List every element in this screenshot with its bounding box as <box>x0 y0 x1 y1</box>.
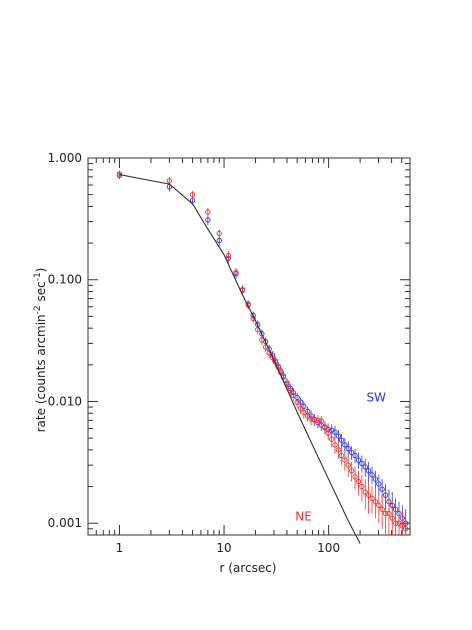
data-point <box>376 481 382 487</box>
data-point <box>269 354 276 361</box>
data-point <box>382 510 389 517</box>
axis-tick-labels: 1 10 100 1.000 0.100 0.010 0.001 <box>48 151 340 555</box>
data-point <box>362 489 368 495</box>
data-point <box>205 209 211 215</box>
model-line <box>119 174 361 544</box>
data-point <box>372 499 379 505</box>
data-point <box>352 474 358 480</box>
data-point <box>329 436 335 442</box>
data-series <box>116 170 409 544</box>
data-point <box>369 472 375 478</box>
data-point <box>345 462 351 468</box>
data-point <box>315 417 321 423</box>
series-annotation: NE <box>295 510 312 524</box>
y-axis-title-exp1: -2 <box>33 305 43 314</box>
series-annotation: SW <box>366 390 386 404</box>
data-point <box>403 526 409 532</box>
x-tick-label: 100 <box>317 541 340 555</box>
data-point <box>342 457 348 463</box>
y-axis-title-mid: sec <box>34 281 48 305</box>
data-point <box>294 399 300 406</box>
data-point <box>379 506 385 512</box>
data-point <box>389 515 395 521</box>
data-point <box>301 409 307 416</box>
data-point <box>396 520 402 526</box>
data-point <box>335 447 342 453</box>
data-point <box>332 429 338 435</box>
data-point <box>189 191 196 198</box>
y-tick-label: 0.010 <box>48 394 82 408</box>
data-point <box>359 460 365 467</box>
data-point <box>116 171 123 177</box>
data-point <box>359 483 365 490</box>
data-point <box>379 486 385 492</box>
data-point <box>225 252 232 259</box>
x-tick-label: 1 <box>116 541 124 555</box>
data-point <box>355 457 362 463</box>
data-point <box>338 452 345 459</box>
x-tick-label: 10 <box>216 541 231 555</box>
plot-frame <box>87 157 411 536</box>
y-tick-label: 1.000 <box>48 151 82 165</box>
data-point <box>338 437 345 443</box>
data-point <box>399 523 406 529</box>
data-point <box>386 510 392 517</box>
x-axis-title: r (arcsec) <box>220 561 277 575</box>
data-point <box>342 442 348 448</box>
data-point <box>348 449 355 456</box>
axis-ticks <box>87 157 411 536</box>
data-point <box>216 230 222 237</box>
data-point <box>352 452 358 459</box>
data-point <box>369 495 375 502</box>
data-point <box>318 418 324 424</box>
data-point <box>376 502 382 509</box>
data-point <box>216 237 222 244</box>
data-point <box>308 416 314 422</box>
data-point <box>392 520 399 526</box>
data-point <box>365 492 372 498</box>
data-point <box>372 476 379 482</box>
y-tick-label: 0.001 <box>48 516 82 530</box>
data-point <box>325 430 331 436</box>
data-point <box>335 433 342 439</box>
data-point <box>322 424 328 430</box>
data-point <box>355 478 362 485</box>
data-point <box>365 468 372 474</box>
y-axis-title: rate (counts arcmin-2 sec-1) <box>33 268 48 433</box>
data-point <box>166 178 173 184</box>
y-axis-title-exp2: -1 <box>33 272 43 281</box>
data-point <box>205 217 211 223</box>
data-point <box>233 269 239 275</box>
data-point <box>362 464 368 470</box>
data-point <box>332 442 338 448</box>
data-point <box>297 405 304 411</box>
data-point <box>290 392 297 399</box>
y-tick-label: 0.100 <box>48 273 82 287</box>
data-point <box>304 413 311 419</box>
y-axis-title-main: rate (counts arcmin <box>34 314 48 432</box>
data-point <box>345 445 351 452</box>
data-point <box>382 492 389 498</box>
y-axis-title-end: ) <box>34 268 48 273</box>
data-point <box>311 416 317 423</box>
data-point <box>348 468 355 474</box>
